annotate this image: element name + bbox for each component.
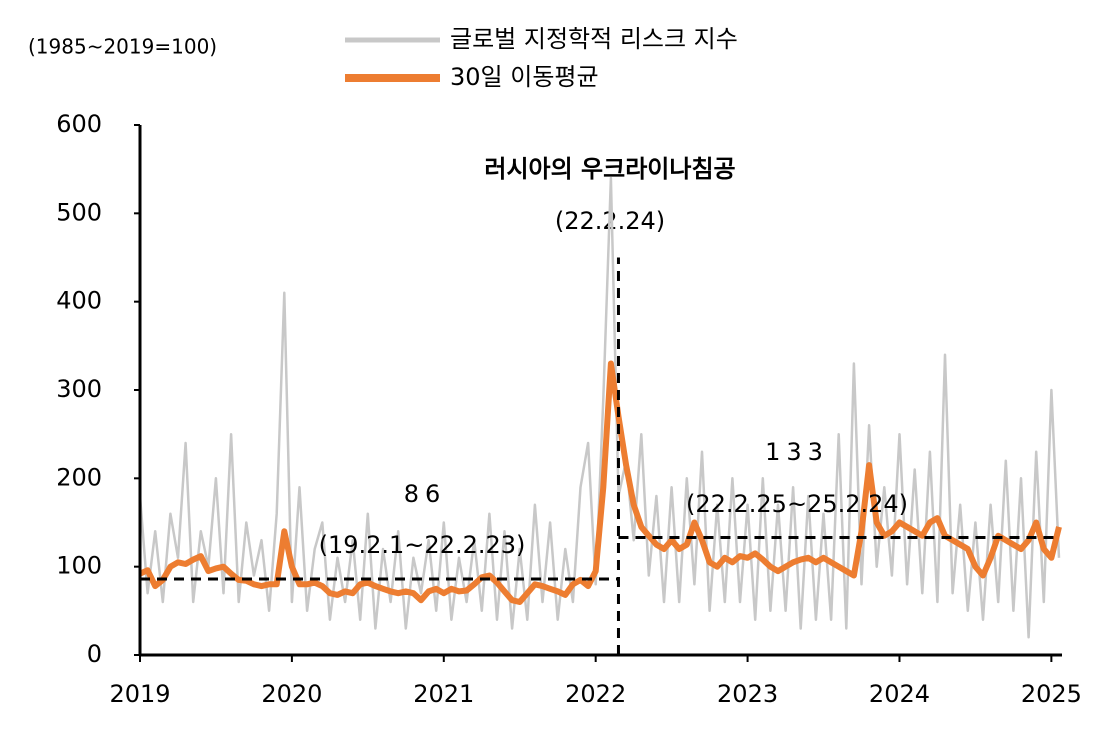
- y-tick-label: 200: [56, 463, 102, 491]
- y-tick-label: 500: [56, 198, 102, 226]
- y-tick-label: 300: [56, 375, 102, 403]
- y-tick-label: 100: [56, 552, 102, 580]
- period-label: (22.2.25~25.2.24): [686, 490, 908, 518]
- x-tick-label: 2023: [717, 680, 778, 708]
- legend-label: 글로벌 지정학적 리스크 지수: [450, 25, 738, 53]
- series-line: [138, 360, 1062, 605]
- y-tick-label: 0: [87, 640, 102, 668]
- series-line: [138, 176, 1061, 639]
- legend-label: 30일 이동평균: [450, 63, 599, 91]
- y-tick-label: 400: [56, 287, 102, 315]
- x-tick-label: 2020: [261, 680, 322, 708]
- average-label: 133: [765, 438, 829, 466]
- period-label: (19.2.1~22.2.23): [319, 531, 526, 559]
- x-tick-label: 2025: [1021, 680, 1082, 708]
- unit-label: (1985~2019=100): [28, 35, 217, 59]
- x-tick-label: 2022: [565, 680, 626, 708]
- average-label: 86: [404, 480, 447, 508]
- x-tick-label: 2021: [413, 680, 474, 708]
- x-tick-label: 2024: [869, 680, 930, 708]
- x-tick-label: 2019: [109, 680, 170, 708]
- y-tick-label: 600: [56, 110, 102, 138]
